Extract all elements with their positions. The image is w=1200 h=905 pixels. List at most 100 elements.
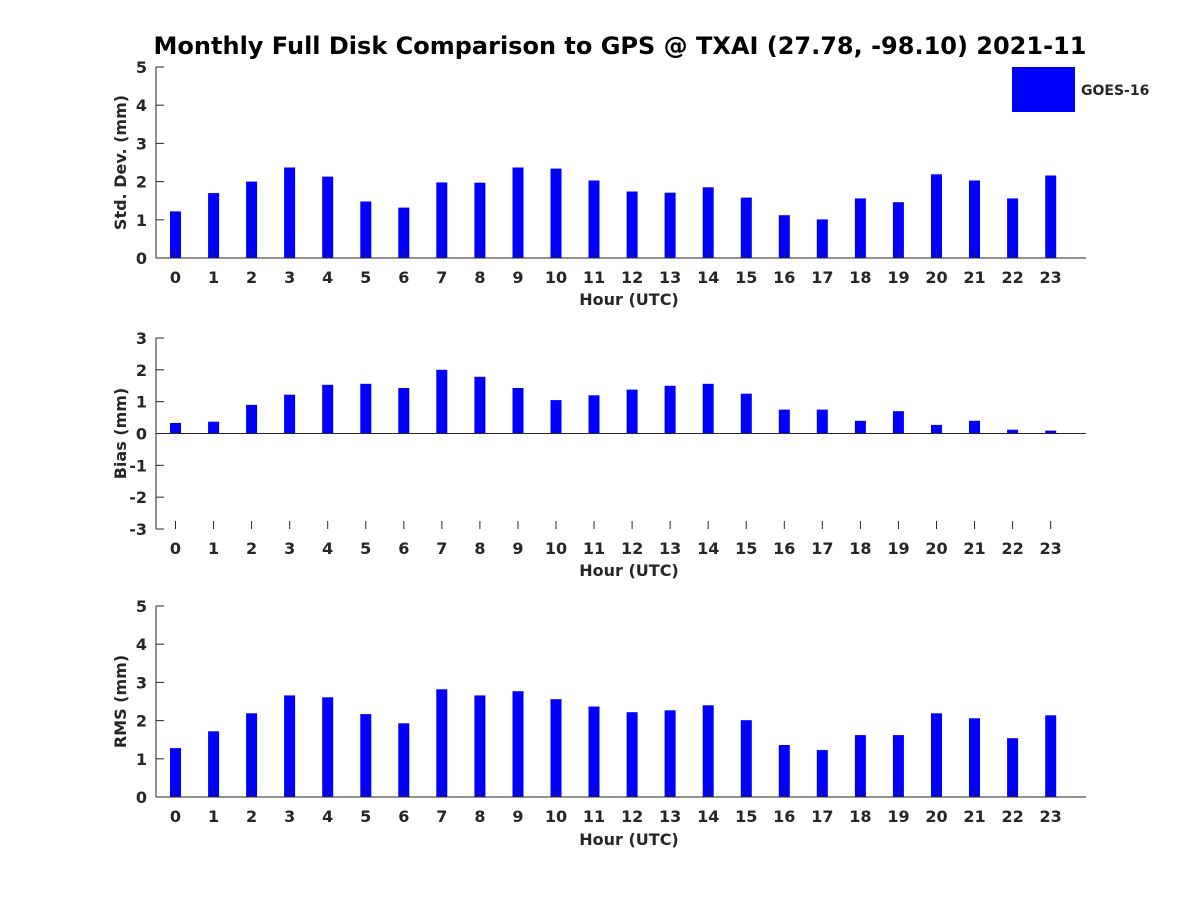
bar-hour-0: [170, 211, 181, 258]
bar-hour-15: [740, 393, 752, 434]
x-tick-label: 7: [436, 539, 447, 558]
bar-hour-4: [322, 697, 334, 797]
x-tick-label: 0: [170, 807, 181, 826]
x-tick-label: 11: [583, 268, 605, 287]
bar-hour-10: [550, 168, 562, 258]
x-tick-label: 14: [697, 268, 719, 287]
bar-hour-19: [892, 202, 904, 258]
x-tick-label: 23: [1040, 539, 1062, 558]
bar-hour-2: [246, 713, 258, 797]
bar-hour-20: [931, 174, 942, 258]
x-tick-label: 8: [474, 268, 485, 287]
x-tick-label: 20: [925, 268, 947, 287]
y-tick-label: -1: [129, 456, 147, 475]
x-tick-label: 1: [208, 807, 219, 826]
bar-hour-0: [170, 423, 181, 434]
y-tick-label: 2: [136, 173, 147, 192]
bar-hour-7: [436, 689, 448, 797]
bar-hour-21: [969, 420, 980, 434]
bar-hour-11: [588, 706, 600, 797]
x-tick-label: 6: [398, 539, 409, 558]
bar-hour-14: [702, 705, 714, 797]
x-tick-label: 4: [322, 539, 333, 558]
y-axis-label: Std. Dev. (mm): [111, 95, 130, 230]
bar-hour-21: [969, 718, 980, 797]
bar-hour-5: [360, 714, 372, 797]
x-axis-label: Hour (UTC): [579, 290, 679, 309]
y-tick-label: 0: [136, 249, 147, 268]
legend-label: GOES-16: [1081, 83, 1149, 99]
x-tick-label: 8: [474, 807, 485, 826]
x-tick-label: 4: [322, 268, 333, 287]
y-tick-label: -2: [129, 488, 147, 507]
bar-hour-20: [931, 424, 942, 434]
x-tick-label: 9: [512, 807, 523, 826]
bar-hour-6: [398, 723, 410, 797]
bar-hour-13: [664, 710, 676, 797]
bar-hour-0: [170, 748, 181, 797]
bar-hour-4: [322, 176, 334, 258]
x-tick-label: 22: [1001, 268, 1023, 287]
bar-hour-6: [398, 207, 410, 258]
bar-hour-22: [1007, 429, 1019, 434]
bar-hour-3: [284, 695, 296, 797]
x-tick-label: 17: [811, 268, 833, 287]
bar-hour-6: [398, 388, 410, 434]
bar-hour-21: [969, 180, 980, 258]
x-tick-label: 4: [322, 807, 333, 826]
bar-hour-12: [626, 712, 638, 797]
bar-hour-13: [664, 192, 676, 258]
x-tick-label: 13: [659, 807, 681, 826]
bar-hour-22: [1007, 198, 1019, 258]
x-tick-label: 12: [621, 268, 643, 287]
y-tick-label: 1: [136, 393, 147, 412]
x-tick-label: 21: [963, 268, 985, 287]
x-tick-label: 13: [659, 539, 681, 558]
legend-swatch: [1012, 67, 1075, 112]
x-tick-label: 3: [284, 268, 295, 287]
x-tick-label: 5: [360, 268, 371, 287]
bar-hour-8: [474, 182, 486, 258]
x-tick-label: 0: [170, 539, 181, 558]
x-tick-label: 1: [208, 539, 219, 558]
y-tick-label: 0: [136, 425, 147, 444]
x-tick-label: 20: [925, 807, 947, 826]
x-tick-label: 7: [436, 807, 447, 826]
y-tick-label: 4: [136, 96, 147, 115]
y-tick-label: 3: [136, 673, 147, 692]
legend: GOES-16: [1012, 67, 1149, 112]
x-tick-label: 10: [545, 268, 567, 287]
x-tick-label: 2: [246, 539, 257, 558]
x-tick-label: 17: [811, 807, 833, 826]
x-tick-label: 20: [925, 539, 947, 558]
bar-hour-7: [436, 182, 448, 258]
bar-hour-17: [816, 219, 828, 258]
bar-hour-23: [1045, 430, 1057, 434]
x-tick-label: 16: [773, 268, 795, 287]
bar-hour-16: [778, 745, 790, 797]
y-tick-label: 4: [136, 635, 147, 654]
bar-hour-5: [360, 383, 372, 434]
x-tick-label: 5: [360, 539, 371, 558]
x-tick-label: 10: [545, 539, 567, 558]
x-tick-label: 21: [963, 539, 985, 558]
bar-hour-17: [816, 409, 828, 434]
x-tick-label: 2: [246, 268, 257, 287]
x-tick-label: 14: [697, 807, 719, 826]
y-tick-label: 3: [136, 134, 147, 153]
x-tick-label: 22: [1001, 539, 1023, 558]
bar-hour-23: [1045, 715, 1057, 797]
x-tick-label: 3: [284, 539, 295, 558]
x-tick-label: 8: [474, 539, 485, 558]
bar-hour-17: [816, 750, 828, 797]
bar-hour-20: [931, 713, 942, 797]
x-tick-label: 9: [512, 268, 523, 287]
x-tick-label: 19: [887, 268, 909, 287]
x-tick-label: 6: [398, 268, 409, 287]
y-axis-label: RMS (mm): [111, 655, 130, 748]
y-tick-label: -3: [129, 520, 147, 539]
bar-hour-2: [246, 181, 258, 258]
x-tick-label: 19: [887, 539, 909, 558]
